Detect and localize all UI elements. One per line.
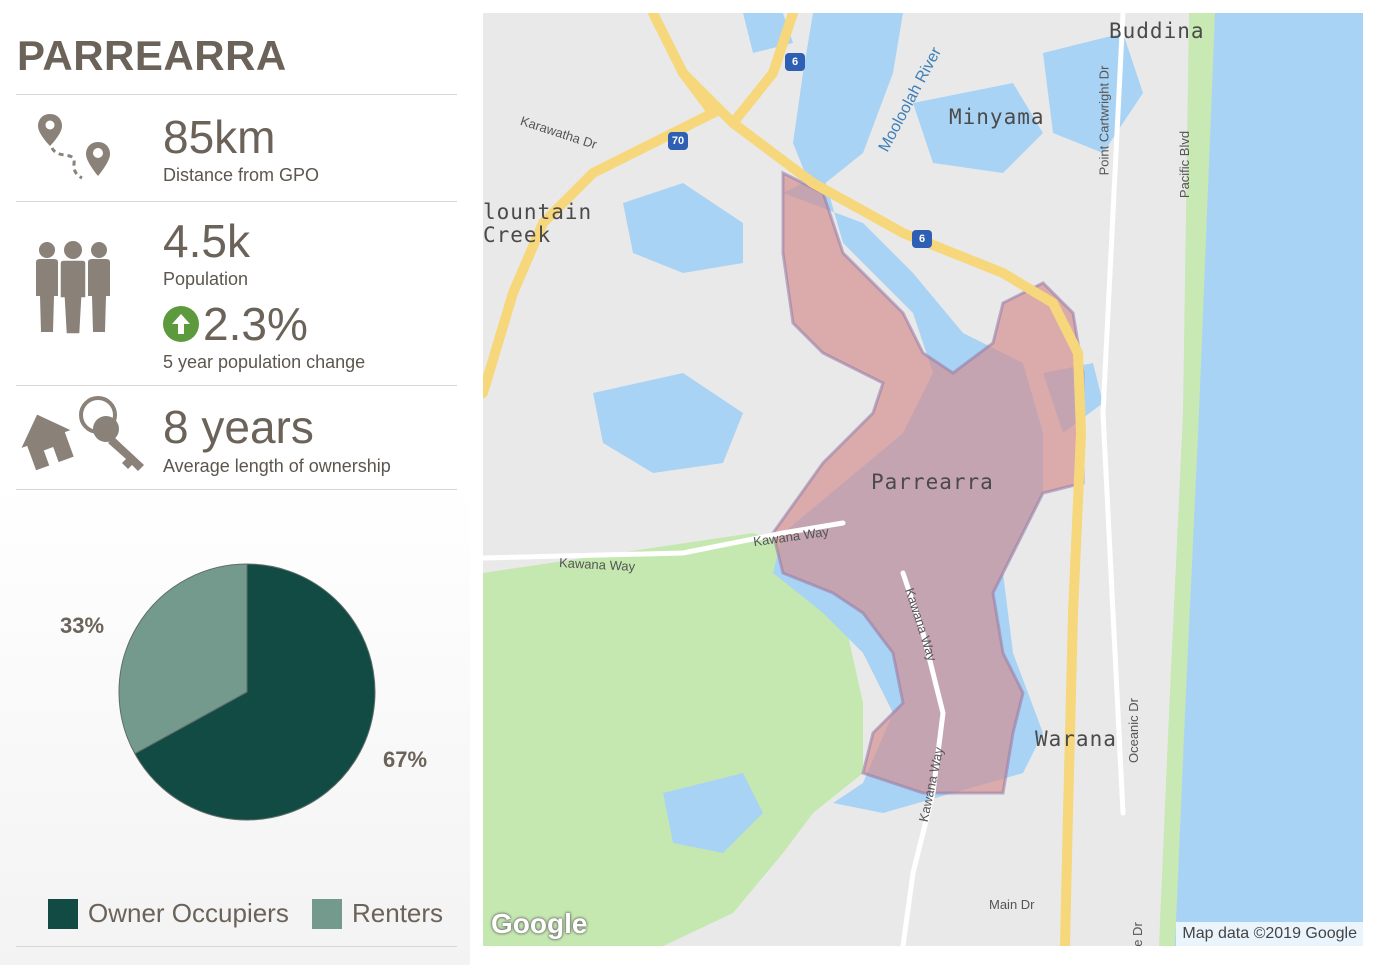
highway-shield: 6 [912, 230, 932, 248]
population-change-label: 5 year population change [163, 352, 366, 372]
population-change-value: 2.3% [203, 298, 308, 350]
legend-label: Renters [352, 898, 444, 928]
place-label-parrearra: Parrearra [871, 470, 994, 494]
ownership-value: 8 years [163, 401, 314, 453]
highway-shield: 70 [668, 132, 688, 150]
place-label-mountain-creek: lountain Creek [483, 200, 593, 247]
people-icon [36, 241, 110, 335]
ownership-label: Average length of ownership [163, 456, 391, 476]
road-label-clipped: e Dr [1129, 922, 1145, 946]
place-label-buddina: Buddina [1109, 19, 1205, 43]
place-label-warana: Warana [1035, 727, 1117, 751]
pie-slice-owner-occupiers [134, 563, 376, 821]
legend-swatch [48, 898, 78, 929]
road-label-point-cartwright: Point Cartwright Dr [1096, 65, 1112, 176]
pie-slice-renters [118, 563, 248, 755]
population-value: 4.5k [163, 215, 250, 267]
up-arrow-icon [163, 306, 199, 342]
pie-label-owners: 67% [383, 747, 428, 772]
map-attribution[interactable]: Map data ©2019 Google [1176, 922, 1363, 946]
divider [16, 201, 457, 202]
distance-label: Distance from GPO [163, 165, 320, 185]
house-keys-icon [21, 396, 144, 471]
divider [16, 385, 457, 386]
legend-item-renters: Renters [312, 898, 443, 929]
legend-item-owner-occupiers: Owner Occupiers [48, 898, 289, 929]
legend-label: Owner Occupiers [88, 898, 289, 928]
suburb-profile-panel: PARREARRA 85km Distance from GPO 4.5k Po… [0, 0, 470, 965]
tenure-pie-chart [118, 563, 376, 821]
population-label: Population [163, 269, 249, 289]
map-tiles [483, 13, 1363, 946]
legend-swatch [312, 898, 342, 929]
road-label-main: Main Dr [989, 897, 1035, 912]
highway-shield: 6 [785, 53, 805, 71]
divider [16, 489, 457, 490]
road-label-pacific-blvd: Pacific Blvd [1177, 130, 1193, 199]
suburb-title: PARREARRA [17, 32, 287, 79]
road-label-oceanic: Oceanic Dr [1126, 697, 1142, 764]
google-logo[interactable]: Google [491, 908, 588, 939]
distance-value: 85km [163, 111, 276, 163]
population-change: 2.3% [163, 298, 308, 350]
divider [16, 94, 457, 95]
divider [16, 946, 457, 947]
suburb-map[interactable]: Buddina Minyama lountain Creek Parrearra… [483, 13, 1363, 946]
pie-label-renters: 33% [60, 613, 105, 638]
place-label-minyama: Minyama [949, 105, 1045, 129]
route-pin-icon [38, 114, 110, 180]
